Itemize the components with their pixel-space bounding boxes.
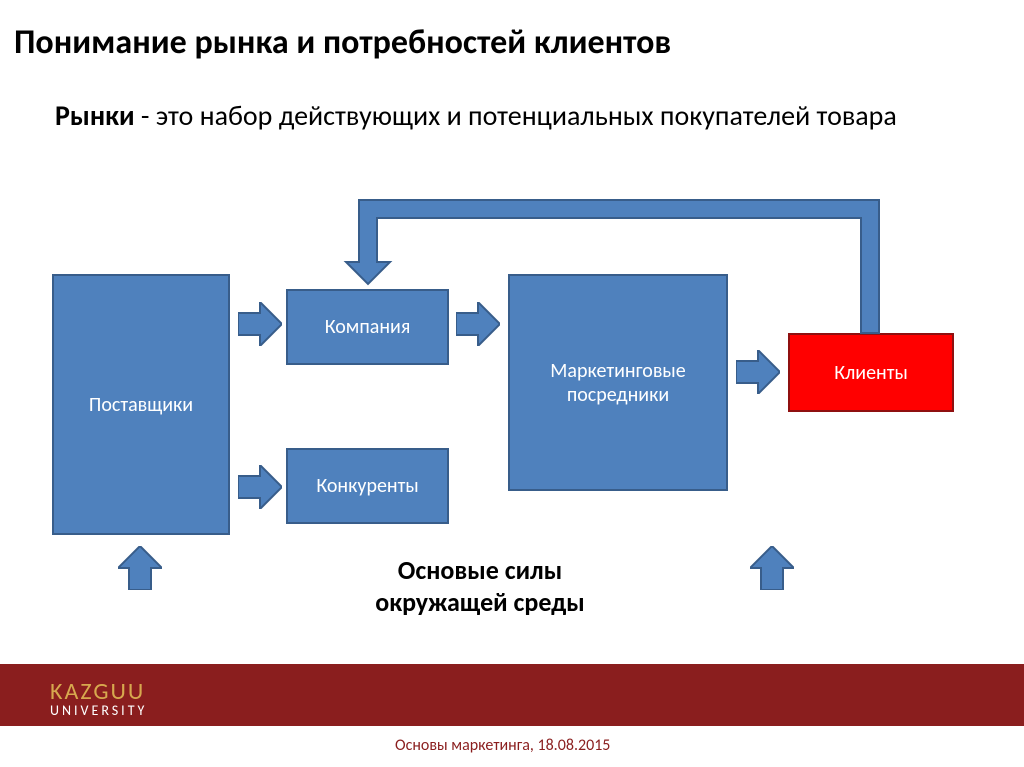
logo-line1: KAZGUU [50, 680, 147, 704]
slide: Понимание рынка и потребностей клиентов … [0, 0, 1024, 767]
arrow-env-to-cli [750, 546, 794, 590]
arrow-sup-to-compet [238, 465, 282, 509]
subtitle: Рынки - это набор действующих и потенциа… [55, 96, 897, 136]
caption-line2: окружащей среды [280, 586, 680, 618]
node-competitors: Конкуренты [286, 448, 449, 524]
node-suppliers: Поставщики [52, 274, 230, 535]
footer-bar [0, 664, 1024, 726]
subtitle-rest: - это набор действующих и потенциальных … [141, 98, 897, 133]
arrow-sup-to-comp [238, 302, 282, 346]
arrow-env-to-sup [118, 546, 162, 590]
caption-line1: Основые силы [280, 554, 680, 586]
arrow-cli-to-comp [324, 196, 914, 359]
page-title: Понимание рынка и потребностей клиентов [14, 22, 671, 63]
environment-caption: Основые силы окружащей среды [280, 554, 680, 618]
logo-line2: UNIVERSITY [50, 704, 147, 718]
subtitle-bold: Рынки [55, 98, 135, 133]
footer-text: Основы маркетинга, 18.08.2015 [395, 736, 610, 755]
footer-logo: KAZGUU UNIVERSITY [50, 680, 147, 718]
